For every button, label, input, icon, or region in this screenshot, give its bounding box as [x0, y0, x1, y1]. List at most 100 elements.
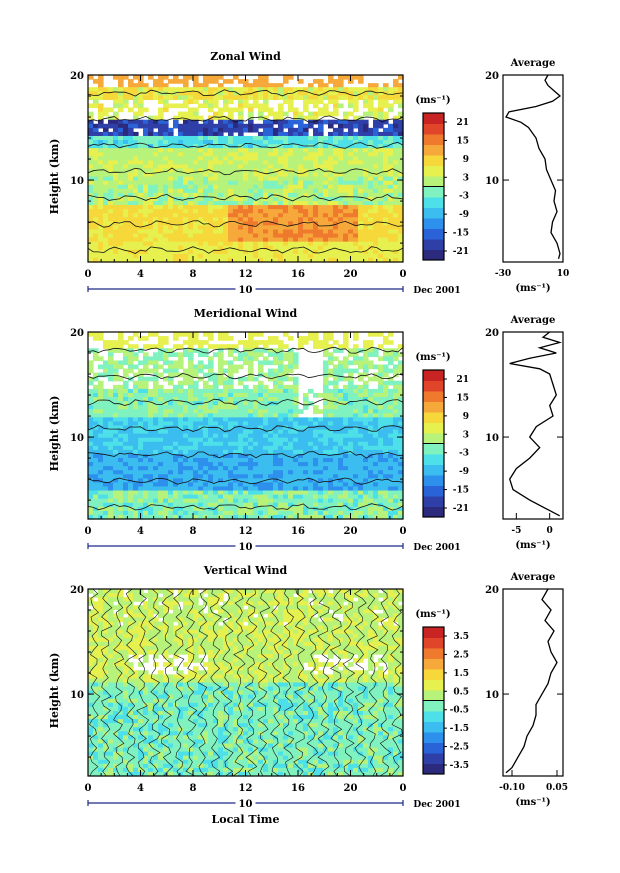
heatmap-cell: [353, 437, 359, 443]
heatmap-cell: [183, 140, 189, 145]
heatmap-cell: [368, 225, 374, 231]
heatmap-cell: [343, 401, 349, 406]
heatmap-cell: [363, 397, 369, 402]
heatmap-cell: [363, 249, 369, 255]
heatmap-cell: [393, 364, 399, 370]
heatmap-cell: [363, 213, 369, 218]
heatmap-cell: [183, 201, 189, 206]
heatmap-cell: [363, 494, 369, 500]
heatmap-cell: [193, 348, 199, 353]
heatmap-cell: [218, 388, 224, 394]
heatmap-cell: [328, 417, 334, 423]
heatmap-cell: [398, 441, 404, 447]
heatmap-cell: [223, 360, 229, 366]
heatmap-cell: [393, 409, 399, 414]
heatmap-cell: [203, 397, 209, 402]
heatmap-cell: [128, 498, 134, 504]
heatmap-cell: [153, 449, 159, 455]
heatmap-cell: [363, 482, 369, 488]
heatmap-cell: [158, 188, 164, 194]
heatmap-cell: [223, 392, 229, 398]
heatmap-cell: [88, 364, 94, 370]
heatmap-cell: [178, 95, 184, 100]
heatmap-cell: [118, 429, 124, 435]
heatmap-cell: [93, 164, 99, 170]
heatmap-cell: [173, 115, 179, 121]
heatmap-cell: [318, 201, 324, 206]
heatmap-cell: [178, 405, 184, 410]
heatmap-cell: [203, 127, 209, 133]
heatmap-cell: [153, 437, 159, 443]
heatmap-cell: [173, 103, 179, 109]
heatmap-cell: [293, 241, 299, 247]
heatmap-cell: [338, 433, 344, 439]
heatmap-cell: [328, 196, 334, 202]
heatmap-cell: [243, 152, 249, 157]
heatmap-cell: [158, 164, 164, 170]
heatmap-cell: [228, 449, 234, 455]
heatmap-cell: [338, 417, 344, 423]
heatmap-cell: [148, 413, 154, 418]
heatmap-cell: [278, 205, 284, 210]
heatmap-cell: [208, 490, 214, 496]
heatmap-cell: [138, 188, 144, 194]
heatmap-cell: [113, 462, 119, 467]
heatmap-cell: [133, 401, 139, 406]
heatmap-cell: [318, 172, 324, 178]
heatmap-cell: [153, 384, 159, 390]
heatmap-cell: [288, 384, 294, 390]
heatmap-cell: [348, 237, 354, 243]
heatmap-cell: [238, 405, 244, 410]
heatmap-cell: [218, 192, 224, 198]
heatmap-cell: [133, 372, 139, 378]
heatmap-cell: [248, 360, 254, 366]
heatmap-cell: [163, 156, 169, 161]
heatmap-cell: [258, 209, 264, 214]
heatmap-cell: [368, 201, 374, 206]
heatmap-cell: [283, 144, 289, 149]
heatmap-cell: [248, 486, 254, 492]
heatmap-cell: [133, 209, 139, 214]
heatmap-cell: [253, 217, 259, 222]
heatmap-cell: [143, 135, 149, 141]
heatmap-cell: [108, 253, 114, 259]
heatmap-cell: [313, 87, 319, 92]
heatmap-cell: [103, 478, 109, 484]
heatmap-cell: [108, 160, 114, 166]
heatmap-cell: [263, 437, 269, 443]
heatmap-cell: [283, 91, 289, 96]
heatmap-cell: [358, 172, 364, 178]
heatmap-cell: [203, 209, 209, 214]
heatmap-cell: [353, 470, 359, 475]
heatmap-cell: [393, 209, 399, 214]
heatmap-cell: [253, 164, 259, 170]
heatmap-cell: [358, 486, 364, 492]
heatmap-cell: [348, 462, 354, 467]
heatmap-cell: [333, 413, 339, 418]
heatmap-cell: [388, 445, 394, 451]
heatmap-cell: [293, 392, 299, 398]
heatmap-cell: [348, 417, 354, 423]
heatmap-cell: [238, 482, 244, 488]
heatmap-cell: [88, 201, 94, 206]
heatmap-cell: [298, 91, 304, 96]
heatmap-cell: [303, 445, 309, 451]
heatmap-cell: [138, 380, 144, 386]
heatmap-cell: [138, 245, 144, 251]
heatmap-cell: [188, 486, 194, 492]
heatmap-cell: [193, 474, 199, 479]
heatmap-cell: [123, 352, 129, 357]
heatmap-cell: [308, 115, 314, 121]
heatmap-cell: [98, 405, 104, 410]
heatmap-cell: [138, 498, 144, 504]
heatmap-cell: [228, 474, 234, 479]
heatmap-cell: [233, 453, 239, 459]
heatmap-cell: [338, 397, 344, 402]
heatmap-cell: [233, 176, 239, 182]
heatmap-cell: [238, 401, 244, 406]
heatmap-cell: [158, 388, 164, 394]
heatmap-cell: [123, 152, 129, 157]
heatmap-cell: [323, 144, 329, 149]
heatmap-cell: [123, 196, 129, 202]
date-label: Dec 2001: [413, 286, 460, 296]
